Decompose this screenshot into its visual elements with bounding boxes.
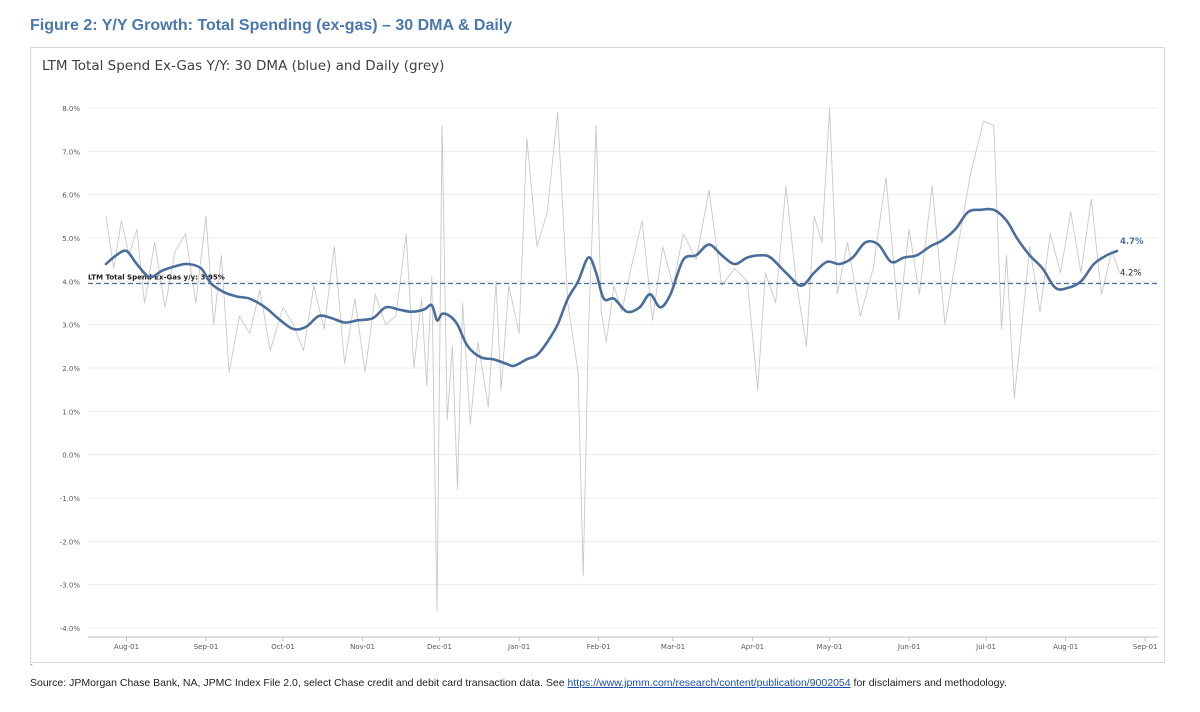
x-tick-label: Nov-01: [350, 643, 375, 651]
y-tick-label: 7.0%: [62, 148, 80, 156]
x-tick-label: Aug-01: [114, 643, 139, 651]
source-prefix: Source: JPMorgan Chase Bank, NA, JPMC In…: [30, 677, 568, 689]
y-tick-label: 0.0%: [62, 452, 80, 460]
y-tick-label: 3.0%: [62, 322, 80, 330]
y-tick-label: -3.0%: [60, 582, 81, 590]
y-tick-label: 5.0%: [62, 235, 80, 243]
x-tick-label: Oct-01: [271, 643, 295, 651]
x-tick-label: Aug-01: [1053, 643, 1078, 651]
x-tick-label: May-01: [817, 643, 843, 651]
x-tick-label: Feb-01: [587, 643, 611, 651]
x-tick-label: Jan-01: [507, 643, 530, 651]
x-tick-label: Sep-01: [1133, 643, 1158, 651]
chart-frame: [30, 47, 1165, 663]
daily-end-label: 4.2%: [1120, 269, 1142, 279]
source-link[interactable]: https://www.jpmm.com/research/content/pu…: [567, 677, 851, 689]
x-tick-label: Mar-01: [661, 643, 685, 651]
y-tick-label: 2.0%: [62, 365, 80, 373]
y-tick-label: -1.0%: [60, 495, 81, 503]
x-tick-label: Dec-01: [427, 643, 452, 651]
y-tick-label: 6.0%: [62, 192, 80, 200]
source-suffix: for disclaimers and methodology.: [850, 677, 1007, 689]
y-tick-label: -2.0%: [60, 538, 81, 546]
dma-series-line: [104, 207, 1119, 368]
chart-title: LTM Total Spend Ex-Gas Y/Y: 30 DMA (blue…: [42, 58, 445, 74]
x-tick-label: Jul-01: [975, 643, 996, 651]
figure-title: Figure 2: Y/Y Growth: Total Spending (ex…: [30, 17, 513, 34]
source-note: Source: JPMorgan Chase Bank, NA, JPMC In…: [30, 677, 1007, 689]
y-tick-label: 4.0%: [62, 278, 80, 286]
y-tick-label: 8.0%: [62, 105, 80, 113]
daily-series-line: [105, 107, 1120, 612]
y-tick-label: 1.0%: [62, 408, 80, 416]
dma-end-label: 4.7%: [1120, 237, 1144, 247]
y-tick-label: -4.0%: [60, 625, 81, 633]
x-tick-label: Jun-01: [897, 643, 920, 651]
footnote-dash: -: [30, 660, 33, 669]
x-tick-label: Apr-01: [741, 643, 764, 651]
reference-line-label: LTM Total Spend Ex-Gas y/y: 3.95%: [88, 274, 225, 282]
x-tick-label: Sep-01: [194, 643, 219, 651]
